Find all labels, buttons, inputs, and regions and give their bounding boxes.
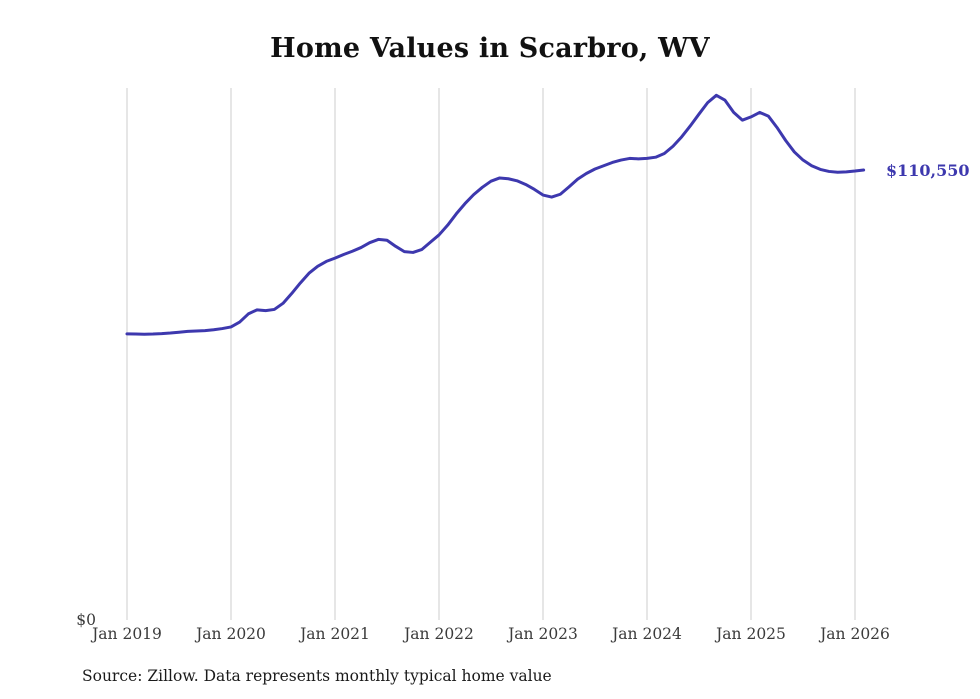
chart-title: Home Values in Scarbro, WV [270,33,710,64]
x-tick-label: Jan 2025 [716,625,786,643]
home-value-series-line [125,93,866,336]
x-tick-label: Jan 2020 [196,625,266,643]
x-tick-label: Jan 2024 [612,625,682,643]
x-tick-label: Jan 2023 [508,625,578,643]
y-axis-zero-label: $0 [76,611,96,629]
x-tick-label: Jan 2022 [404,625,474,643]
source-note: Source: Zillow. Data represents monthly … [82,667,552,685]
latest-value-label: $110,550 [886,161,970,180]
x-tick-label: Jan 2021 [300,625,370,643]
x-tick-label: Jan 2026 [820,625,890,643]
x-tick-label: Jan 2019 [92,625,162,643]
